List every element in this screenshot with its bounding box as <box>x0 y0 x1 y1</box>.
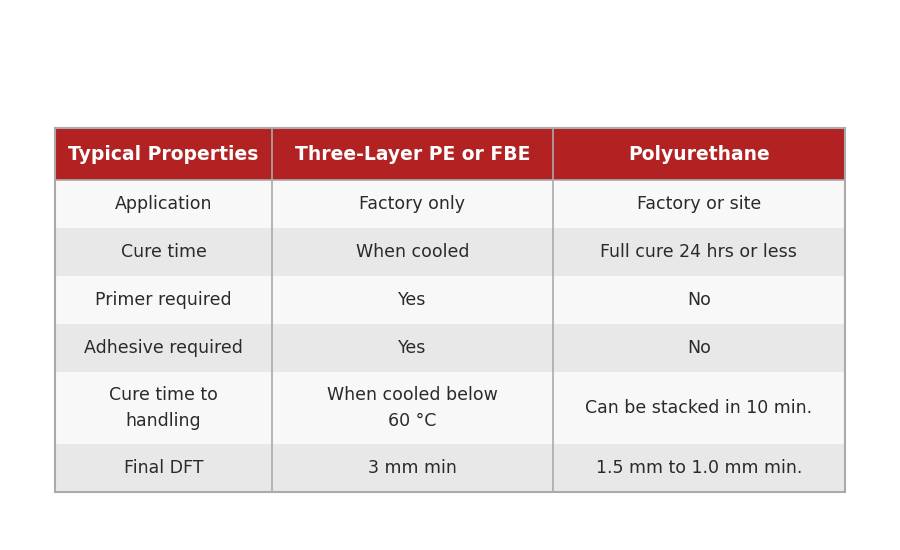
Bar <box>55 128 845 180</box>
Text: No: No <box>687 339 711 357</box>
Text: Application: Application <box>115 195 212 213</box>
Text: No: No <box>687 291 711 309</box>
Text: Final DFT: Final DFT <box>124 459 203 477</box>
Text: Can be stacked in 10 min.: Can be stacked in 10 min. <box>585 399 813 417</box>
Text: Cure time: Cure time <box>121 243 207 261</box>
Text: Primer required: Primer required <box>95 291 232 309</box>
Text: Yes: Yes <box>399 339 427 357</box>
Bar <box>55 180 845 228</box>
Bar <box>55 444 845 492</box>
Bar <box>55 324 845 372</box>
Text: Full cure 24 hrs or less: Full cure 24 hrs or less <box>600 243 797 261</box>
Text: Cure time to
handling: Cure time to handling <box>109 387 218 430</box>
Text: Adhesive required: Adhesive required <box>85 339 243 357</box>
Text: Typical Properties: Typical Properties <box>68 145 259 163</box>
Bar <box>55 228 845 276</box>
Text: 3 mm min: 3 mm min <box>368 459 457 477</box>
Text: When cooled below
60 °C: When cooled below 60 °C <box>327 387 498 430</box>
Text: Polyurethane: Polyurethane <box>628 145 770 163</box>
Bar <box>55 372 845 444</box>
Bar <box>55 276 845 324</box>
Text: Factory only: Factory only <box>359 195 465 213</box>
Text: 1.5 mm to 1.0 mm min.: 1.5 mm to 1.0 mm min. <box>596 459 802 477</box>
Text: When cooled: When cooled <box>356 243 469 261</box>
Text: Factory or site: Factory or site <box>636 195 761 213</box>
Bar <box>55 128 845 492</box>
Text: Yes: Yes <box>399 291 427 309</box>
Text: Three-Layer PE or FBE: Three-Layer PE or FBE <box>295 145 530 163</box>
